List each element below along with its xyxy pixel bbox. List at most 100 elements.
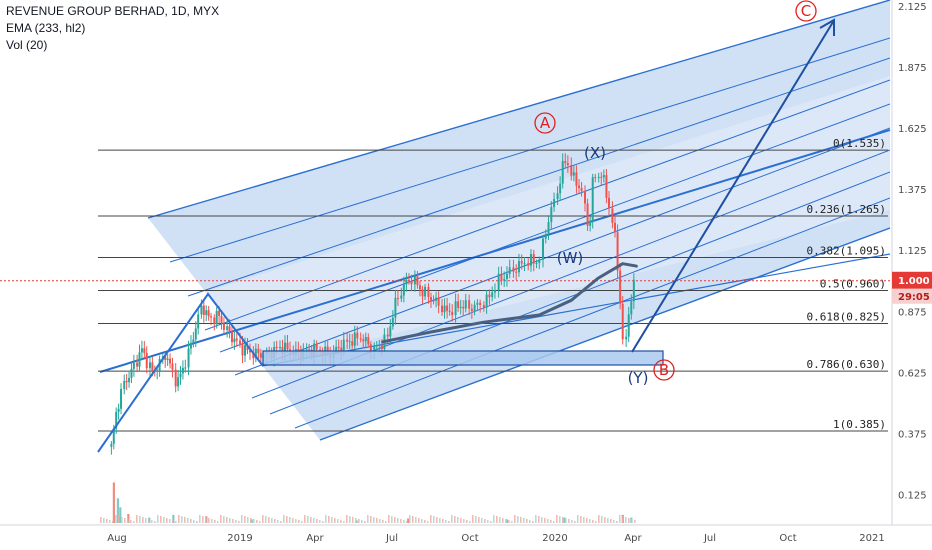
candle-body-109 — [396, 298, 399, 300]
volume-tick — [181, 516, 183, 523]
chart-header-symbol[interactable]: REVENUE GROUP BERHAD, 1D, MYX — [6, 4, 220, 18]
candle-body-144 — [493, 289, 496, 293]
volume-tick — [430, 515, 432, 523]
volume-tick — [295, 519, 297, 523]
volume-tick — [166, 518, 168, 523]
indicator-ema-label[interactable]: EMA (233, hl2) — [6, 21, 86, 35]
volume-tick — [427, 521, 429, 523]
volume-tick — [340, 520, 342, 523]
volume-tick — [406, 521, 408, 523]
candle-body-83 — [326, 346, 329, 354]
candle-body-100 — [373, 345, 376, 353]
channel-line-2 — [187, 57, 891, 297]
volume-tick — [562, 517, 564, 523]
volume-tick — [196, 521, 198, 523]
candle-body-186 — [614, 222, 616, 233]
candle-body-155 — [527, 263, 530, 266]
candle-body-157 — [532, 254, 535, 264]
volume-tick — [109, 520, 111, 523]
volume-tick — [424, 520, 426, 523]
fib-label-1: 0.236(1.265) — [807, 203, 886, 216]
candle-body-108 — [394, 298, 397, 318]
candle-body-174 — [580, 188, 583, 191]
candle-body-89 — [342, 339, 345, 353]
channel-fill — [148, 0, 890, 440]
volume-tick — [355, 518, 357, 523]
candle-body-192 — [630, 301, 633, 315]
volume-tick — [619, 515, 621, 523]
wave-label-2: (W) — [557, 249, 584, 267]
y-tick-6: 0.625 — [898, 368, 927, 379]
volume-tick — [346, 515, 348, 523]
candle-body-55 — [252, 352, 255, 359]
candle-body-50 — [239, 340, 241, 344]
candle-body-14 — [145, 352, 148, 369]
volume-tick — [613, 520, 615, 523]
indicator-vol-label[interactable]: Vol (20) — [6, 38, 48, 52]
x-tick-0: Aug — [107, 533, 127, 544]
volume-tick — [391, 516, 393, 523]
x-tick-7: Jul — [703, 533, 716, 544]
candle-body-180 — [597, 176, 600, 178]
candle-body-68 — [286, 342, 289, 350]
volume-tick — [568, 519, 570, 523]
candle-body-37 — [205, 310, 208, 315]
candle-body-88 — [340, 347, 343, 353]
fib-label-5: 0.786(0.630) — [807, 358, 886, 371]
volume-tick — [214, 520, 216, 523]
volume-tick — [520, 517, 522, 523]
volume-tick — [397, 518, 399, 523]
volume-tick — [271, 518, 273, 523]
volume-tick — [130, 520, 132, 523]
volume-tick — [115, 515, 117, 523]
candle-body-147 — [503, 278, 506, 281]
wave-label-3: (Y) — [628, 369, 649, 387]
candle-body-3 — [117, 408, 120, 412]
wave-label-4: B — [659, 361, 669, 379]
candle-body-171 — [572, 172, 575, 176]
candle-body-154 — [523, 263, 526, 265]
candle-body-129 — [451, 311, 454, 316]
candle-body-117 — [418, 285, 421, 290]
volume-tick — [283, 515, 285, 523]
y-tick-1: 1.875 — [898, 63, 927, 74]
volume-tick — [268, 517, 270, 523]
volume-tick — [496, 516, 498, 523]
volume-tick — [370, 516, 372, 523]
volume-tick — [307, 516, 309, 523]
candle-body-188 — [619, 270, 622, 304]
volume-tick — [163, 517, 165, 523]
candle-body-21 — [164, 356, 167, 361]
candle-body-163 — [550, 206, 553, 223]
candle-body-124 — [437, 297, 440, 306]
candle-body-177 — [589, 220, 592, 226]
volume-tick — [304, 515, 306, 523]
candle-body-107 — [391, 317, 394, 327]
candle-body-99 — [369, 344, 372, 353]
volume-tick — [208, 518, 210, 523]
volume-tick — [517, 516, 519, 523]
volume-tick — [322, 521, 324, 523]
volume-tick — [556, 515, 558, 523]
projection-arrow-line — [631, 21, 834, 353]
candle-body-94 — [356, 332, 359, 339]
volume-tick — [436, 517, 438, 523]
volume-tick — [235, 520, 237, 523]
wave-label-0: A — [540, 114, 551, 132]
volume-tick — [439, 518, 441, 523]
candle-body-98 — [367, 337, 370, 345]
volume-tick — [382, 520, 384, 523]
volume-tick — [403, 520, 405, 523]
volume-bar-5 — [172, 514, 175, 523]
volume-tick — [220, 515, 222, 523]
volume-tick — [598, 515, 600, 523]
candle-body-86 — [335, 346, 338, 352]
candle-body-6 — [125, 380, 128, 383]
fibonacci-levels: 0(1.535) 0.236(1.265) 0.382(1.095) 0.5(0.96… — [0, 137, 892, 432]
volume-tick — [121, 517, 123, 523]
candle-body-96 — [362, 339, 365, 342]
candle-body-101 — [375, 345, 378, 347]
candle-body-53 — [246, 345, 249, 351]
volume-tick — [154, 521, 156, 523]
